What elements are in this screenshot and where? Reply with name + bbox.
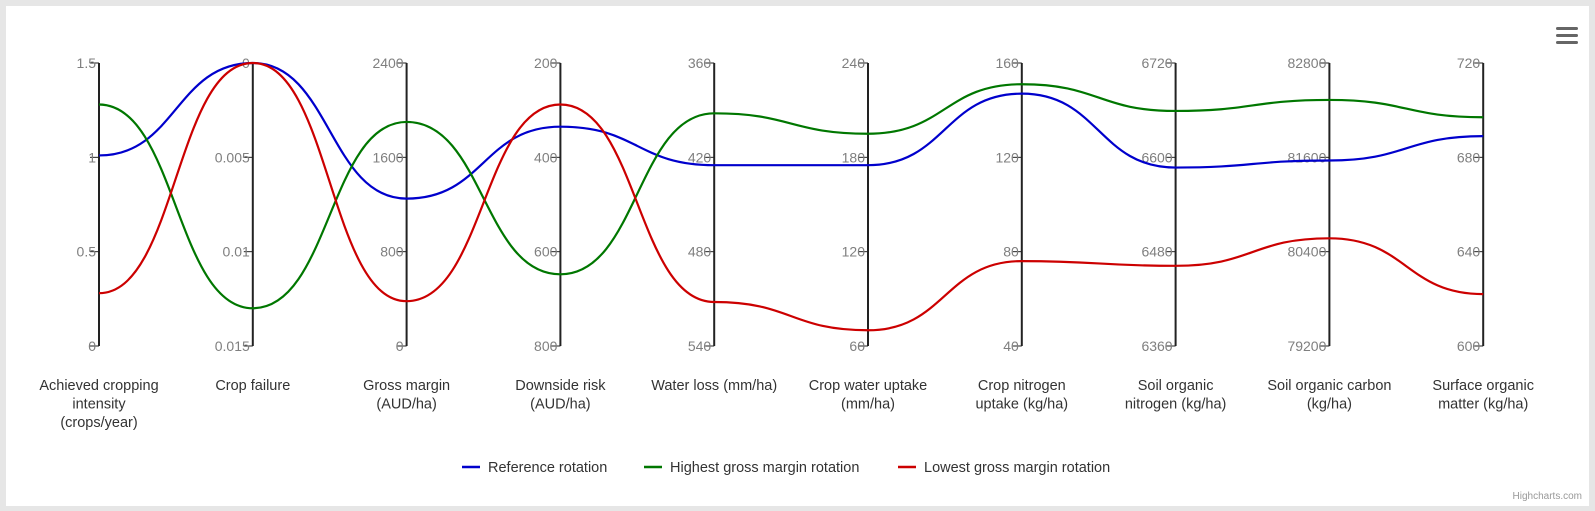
axis-tick-label: 2400 [372,55,403,71]
axis-title: Surface organic [1432,378,1534,394]
axis-title: Soil organic [1138,378,1214,394]
axis-title: matter (kg/ha) [1438,397,1528,413]
series-line[interactable] [98,61,1484,200]
axis-tick-label: 0 [396,338,404,354]
axis-tick-label: 360 [688,55,712,71]
axis-tick-label: 160 [995,55,1019,71]
axis-tick-label: 0.015 [215,338,250,354]
axis-title: Soil organic carbon [1267,378,1391,394]
axis-tick-label: 60 [849,338,865,354]
chart-card [6,6,1589,506]
credit-text[interactable]: Highcharts.com [1513,491,1582,502]
axis-tick-label: 0.5 [77,244,97,260]
axis-tick-label: 40 [1003,338,1019,354]
axis-tick-label: 200 [534,55,558,71]
axis-title: Achieved cropping [39,378,158,394]
legend-item[interactable]: Highest gross margin rotation [670,460,859,476]
axis-title: (AUD/ha) [376,397,436,413]
axis-tick-label: 82800 [1287,55,1326,71]
axis-tick-label: 0 [88,338,96,354]
axis-tick-label: 800 [534,338,558,354]
axis-tick-label: 600 [534,244,558,260]
axis-tick-label: 720 [1457,55,1481,71]
axis-tick-label: 0.005 [215,149,250,165]
axis-tick-label: 6480 [1141,244,1172,260]
axis-tick-label: 640 [1457,244,1481,260]
axis-tick-label: 420 [688,149,712,165]
axis-title: (kg/ha) [1307,397,1352,413]
axis-tick-label: 180 [842,149,866,165]
axis-tick-label: 80 [1003,244,1019,260]
axis-tick-label: 79200 [1287,338,1326,354]
axis-title: intensity [72,397,126,413]
axis-tick-label: 540 [688,338,712,354]
axis-tick-label: 6600 [1141,149,1172,165]
axis-tick-label: 0.01 [223,244,250,260]
axis-tick-label: 1 [88,149,96,165]
axis-tick-label: 600 [1457,338,1481,354]
series-line[interactable] [98,83,1484,310]
axis-title: Water loss (mm/ha) [651,378,777,394]
axis-tick-label: 80400 [1287,244,1326,260]
axis-tick-label: 400 [534,149,558,165]
menu-icon[interactable] [1556,27,1578,44]
axis-tick-label: 81600 [1287,149,1326,165]
axis-title: Crop nitrogen [978,378,1066,394]
axis-title: nitrogen (kg/ha) [1125,397,1227,413]
legend-item[interactable]: Reference rotation [488,460,607,476]
axis-title: Gross margin [363,378,450,394]
axis-tick-label: 680 [1457,149,1481,165]
axis-tick-label: 120 [995,149,1019,165]
axis-title: Downside risk [515,378,606,394]
axis-title: Crop water uptake [809,378,927,394]
axis-title: (mm/ha) [841,397,895,413]
axis-title: (crops/year) [60,415,137,431]
axis-title: uptake (kg/ha) [975,397,1068,413]
axis-title: (AUD/ha) [530,397,590,413]
axis-title: Crop failure [215,378,290,394]
axis-tick-label: 1600 [372,149,403,165]
axis-tick-label: 240 [842,55,866,71]
axis-tick-label: 6720 [1141,55,1172,71]
legend-item[interactable]: Lowest gross margin rotation [924,460,1110,476]
axis-tick-label: 1.5 [77,55,97,71]
axis-tick-label: 480 [688,244,712,260]
axis-tick-label: 120 [842,244,866,260]
series-line[interactable] [98,61,1484,332]
axis-tick-label: 6360 [1141,338,1172,354]
axis-tick-label: 800 [380,244,404,260]
